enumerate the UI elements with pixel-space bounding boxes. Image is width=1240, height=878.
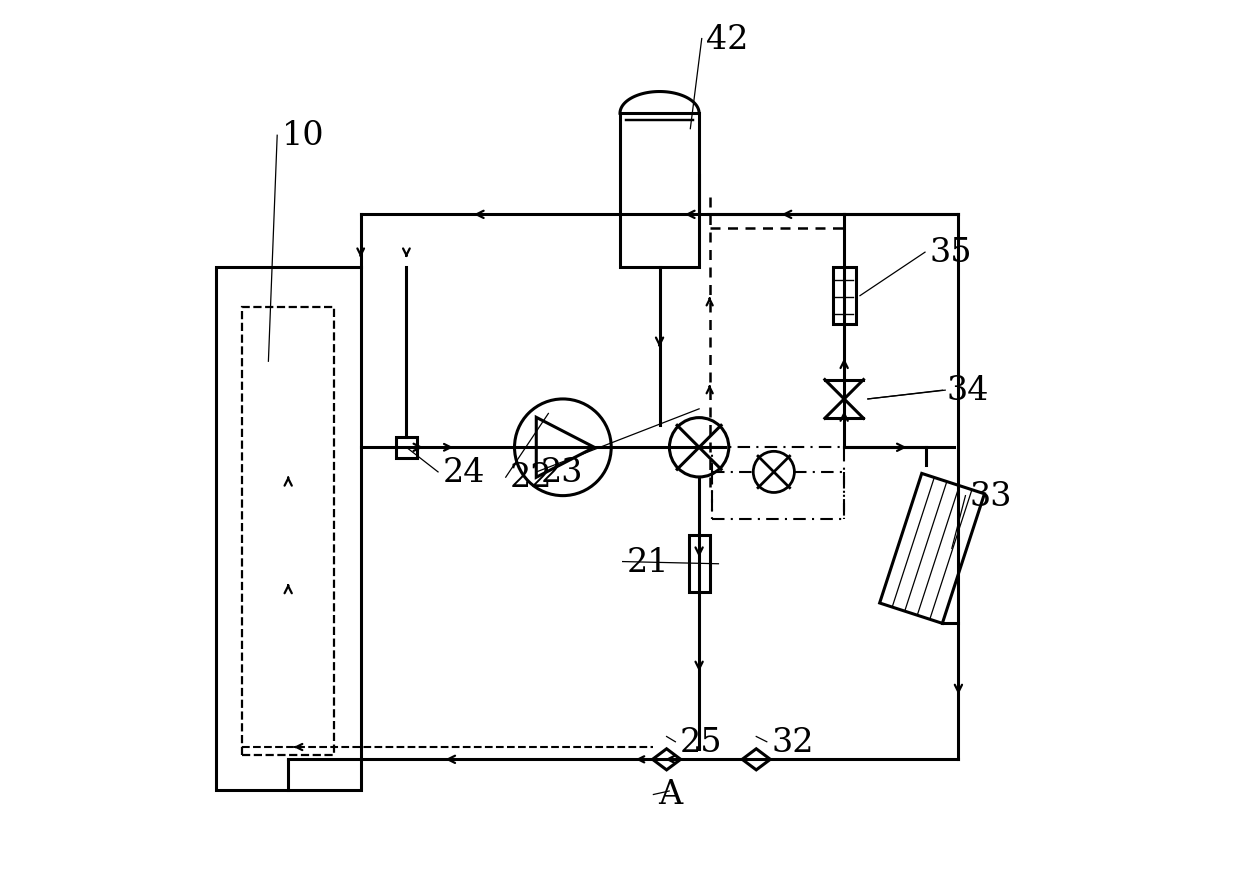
Text: 33: 33	[970, 480, 1012, 512]
Polygon shape	[743, 749, 770, 770]
Bar	[216, 268, 361, 790]
Text: 32: 32	[771, 726, 813, 758]
Text: A: A	[657, 779, 682, 810]
Bar	[688, 536, 709, 593]
Bar	[620, 114, 699, 268]
Text: 23: 23	[541, 457, 583, 488]
Bar	[712, 448, 844, 520]
Circle shape	[753, 452, 795, 493]
Text: 21: 21	[627, 546, 670, 578]
Polygon shape	[652, 749, 681, 770]
Circle shape	[670, 418, 729, 478]
Text: 42: 42	[706, 24, 749, 55]
Bar	[833, 268, 856, 325]
Text: 34: 34	[947, 375, 990, 407]
Text: 24: 24	[443, 457, 485, 488]
Text: 22: 22	[510, 462, 553, 493]
Polygon shape	[879, 474, 985, 623]
Text: 10: 10	[281, 120, 324, 152]
Polygon shape	[536, 418, 594, 478]
Text: 35: 35	[930, 237, 972, 269]
Text: 25: 25	[680, 726, 723, 758]
Bar	[396, 437, 417, 458]
Circle shape	[515, 399, 611, 496]
Bar	[242, 307, 335, 755]
